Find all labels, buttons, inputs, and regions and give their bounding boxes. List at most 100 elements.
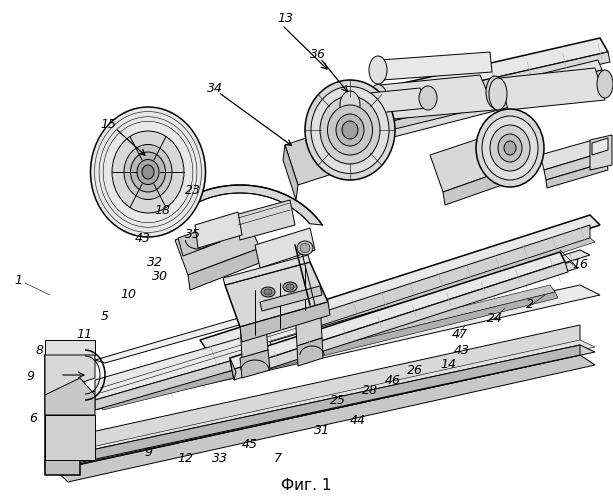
Polygon shape [100, 285, 555, 403]
Polygon shape [360, 60, 602, 128]
Polygon shape [230, 358, 236, 380]
Text: 15: 15 [100, 118, 116, 132]
Polygon shape [364, 70, 604, 136]
Polygon shape [500, 68, 605, 110]
Polygon shape [430, 130, 520, 192]
Polygon shape [270, 268, 523, 349]
Text: 18: 18 [154, 204, 170, 216]
Ellipse shape [342, 121, 358, 139]
Text: 16: 16 [572, 258, 588, 272]
Polygon shape [45, 415, 95, 460]
Polygon shape [230, 252, 565, 370]
Text: 23: 23 [185, 184, 201, 196]
Polygon shape [55, 325, 580, 470]
Ellipse shape [597, 70, 613, 98]
Polygon shape [240, 312, 268, 358]
Polygon shape [55, 355, 595, 482]
Ellipse shape [305, 80, 395, 180]
Polygon shape [540, 138, 604, 170]
Polygon shape [255, 228, 315, 268]
Ellipse shape [368, 84, 388, 120]
Text: 7: 7 [274, 452, 282, 464]
Polygon shape [338, 38, 608, 112]
Polygon shape [223, 255, 310, 285]
Text: 13: 13 [277, 12, 293, 24]
Polygon shape [200, 225, 590, 365]
Ellipse shape [112, 131, 184, 213]
Polygon shape [160, 262, 578, 392]
Text: 5: 5 [101, 310, 109, 322]
Ellipse shape [264, 289, 272, 295]
Ellipse shape [498, 134, 522, 162]
Polygon shape [344, 52, 610, 122]
Polygon shape [546, 162, 608, 188]
Text: 14: 14 [440, 358, 456, 372]
Polygon shape [55, 340, 595, 462]
Text: 1: 1 [14, 274, 22, 286]
Ellipse shape [327, 105, 373, 155]
Ellipse shape [300, 244, 310, 252]
Polygon shape [350, 88, 428, 115]
Text: 6: 6 [29, 412, 37, 424]
Ellipse shape [490, 125, 530, 171]
Text: 12: 12 [177, 452, 193, 464]
Text: 2: 2 [526, 298, 534, 312]
Polygon shape [592, 138, 608, 155]
Ellipse shape [336, 114, 364, 146]
Ellipse shape [311, 86, 389, 174]
Polygon shape [45, 378, 95, 415]
Polygon shape [45, 355, 95, 395]
Text: 34: 34 [207, 82, 223, 94]
Text: 10: 10 [120, 288, 136, 302]
Polygon shape [45, 345, 595, 468]
Polygon shape [283, 145, 298, 200]
Ellipse shape [419, 86, 437, 110]
Polygon shape [100, 292, 558, 410]
Polygon shape [380, 75, 495, 120]
Polygon shape [380, 75, 603, 140]
Ellipse shape [131, 152, 166, 192]
Text: 31: 31 [314, 424, 330, 436]
Polygon shape [260, 286, 322, 311]
Ellipse shape [261, 287, 275, 297]
Polygon shape [188, 248, 262, 290]
Ellipse shape [504, 141, 516, 155]
Text: 43: 43 [454, 344, 470, 356]
Text: 44: 44 [350, 414, 366, 426]
Text: 26: 26 [407, 364, 423, 376]
Text: 32: 32 [147, 256, 163, 268]
Text: Фиг. 1: Фиг. 1 [281, 478, 332, 494]
Ellipse shape [142, 165, 154, 179]
Polygon shape [195, 212, 242, 248]
Polygon shape [158, 185, 322, 225]
Text: 33: 33 [212, 452, 228, 464]
Polygon shape [45, 345, 580, 470]
Polygon shape [544, 152, 607, 180]
Ellipse shape [369, 56, 387, 84]
Ellipse shape [489, 78, 507, 110]
Polygon shape [45, 355, 80, 440]
Polygon shape [225, 262, 328, 327]
Polygon shape [95, 300, 310, 363]
Polygon shape [95, 335, 320, 410]
Text: 47: 47 [452, 328, 468, 342]
Polygon shape [55, 285, 600, 415]
Text: 35: 35 [185, 228, 201, 241]
Polygon shape [45, 340, 80, 360]
Text: 43: 43 [135, 232, 151, 244]
Ellipse shape [137, 160, 159, 184]
Ellipse shape [124, 144, 172, 200]
Text: 45: 45 [242, 438, 258, 452]
Polygon shape [45, 355, 80, 475]
Text: 46: 46 [385, 374, 401, 386]
Polygon shape [590, 135, 612, 170]
Polygon shape [443, 165, 522, 205]
Ellipse shape [482, 116, 538, 180]
Ellipse shape [297, 241, 313, 255]
Ellipse shape [486, 76, 504, 108]
Ellipse shape [340, 91, 360, 119]
Polygon shape [297, 338, 323, 366]
Text: 11: 11 [76, 328, 92, 340]
Text: 24: 24 [487, 312, 503, 324]
Polygon shape [295, 300, 322, 346]
